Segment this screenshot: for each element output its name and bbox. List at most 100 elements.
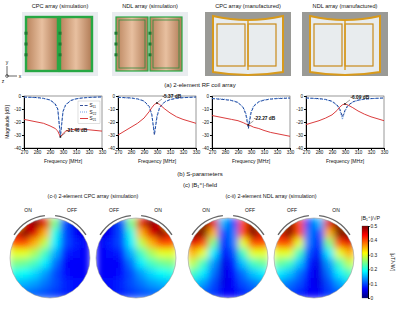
field-cell bbox=[80, 218, 90, 228]
colorbar-tick: 0.4 bbox=[368, 238, 378, 243]
field-cell bbox=[20, 238, 30, 248]
coil-state-label: OFF bbox=[245, 207, 255, 213]
y-tick: -10 bbox=[108, 107, 118, 112]
field-cell bbox=[70, 248, 80, 258]
coil-conductor bbox=[345, 24, 373, 66]
panel-background bbox=[22, 12, 98, 76]
field-cell bbox=[70, 288, 80, 298]
field-cell bbox=[208, 248, 218, 258]
field-cell bbox=[208, 238, 218, 248]
x-tick-label: 330 bbox=[193, 150, 201, 155]
x-tick: 290 bbox=[329, 148, 337, 155]
field-cell bbox=[248, 228, 258, 238]
field-cell bbox=[166, 238, 176, 248]
plot-frame bbox=[118, 96, 196, 148]
field-cell bbox=[126, 228, 136, 238]
field-cell bbox=[30, 248, 40, 258]
field-cell bbox=[334, 258, 344, 268]
x-tick: 320 bbox=[180, 148, 188, 155]
x-axis: 270280290300310320330 bbox=[21, 148, 107, 155]
x-tick: 270 bbox=[21, 148, 29, 155]
y-tick: 0 bbox=[112, 94, 118, 99]
y-tick-label: -20 bbox=[108, 120, 115, 125]
field-cell bbox=[70, 278, 80, 288]
field-cell bbox=[50, 218, 60, 228]
colorbar-tick: 0 bbox=[368, 296, 374, 301]
field-cell bbox=[208, 228, 218, 238]
y-tick-label: -20 bbox=[14, 120, 21, 125]
y-tick-label: -40 bbox=[14, 146, 21, 151]
field-cell bbox=[136, 268, 146, 278]
coil-state-label: ON bbox=[24, 207, 32, 213]
legend-label: S₂₂ bbox=[90, 110, 97, 115]
y-tick-mark bbox=[304, 109, 306, 110]
field-cell bbox=[304, 238, 314, 248]
field-cell bbox=[166, 278, 176, 288]
field-cell bbox=[344, 238, 354, 248]
field-cell bbox=[198, 238, 208, 248]
y-axis: -40 -30 -20 -10 0 bbox=[108, 94, 118, 151]
y-tick-mark bbox=[22, 122, 24, 123]
field-cell bbox=[344, 278, 354, 288]
field-cell bbox=[314, 248, 324, 258]
y-tick-mark bbox=[304, 122, 306, 123]
field-cell bbox=[146, 258, 156, 268]
y-tick: -40 bbox=[108, 146, 118, 151]
plot-lines bbox=[118, 97, 196, 135]
field-cell bbox=[40, 278, 50, 288]
field-map-cells bbox=[188, 218, 268, 298]
field-cell bbox=[258, 278, 268, 288]
field-cell bbox=[146, 278, 156, 288]
field-cell bbox=[198, 248, 208, 258]
field-cell bbox=[156, 248, 166, 258]
field-cell bbox=[50, 278, 60, 288]
annotation-point bbox=[248, 124, 250, 126]
y-tick: -20 bbox=[14, 120, 24, 125]
field-cell bbox=[238, 228, 248, 238]
legend-swatch bbox=[80, 112, 88, 113]
field-cell bbox=[324, 278, 334, 288]
s-parameter-line bbox=[306, 104, 384, 125]
field-cell bbox=[60, 258, 70, 268]
field-cell bbox=[218, 278, 228, 288]
y-tick-mark bbox=[304, 96, 306, 97]
capacitor bbox=[115, 53, 118, 56]
colorbar-tick: 0.3 bbox=[368, 253, 378, 258]
field-cell bbox=[324, 258, 334, 268]
field-cell bbox=[284, 278, 294, 288]
colorbar-tick: 0.1 bbox=[368, 282, 378, 287]
field-cell bbox=[258, 218, 268, 228]
field-cell bbox=[344, 218, 354, 228]
field-map-cell-group bbox=[188, 218, 268, 298]
y-tick-mark bbox=[22, 96, 24, 97]
field-cell bbox=[30, 258, 40, 268]
legend-box bbox=[78, 101, 100, 124]
field-cell bbox=[228, 258, 238, 268]
annotation-arrow bbox=[249, 121, 253, 124]
field-cell bbox=[314, 258, 324, 268]
y-tick-mark bbox=[116, 109, 118, 110]
capacitor bbox=[25, 43, 28, 46]
field-cell bbox=[238, 258, 248, 268]
field-map-cell-group bbox=[96, 218, 176, 298]
x-tick: 290 bbox=[235, 148, 243, 155]
x-tick: 320 bbox=[86, 148, 94, 155]
y-tick-label: -40 bbox=[296, 146, 303, 151]
x-tick-label: 300 bbox=[60, 150, 68, 155]
field-cell bbox=[116, 278, 126, 288]
s-parameter-line bbox=[212, 98, 290, 128]
field-cell bbox=[284, 258, 294, 268]
field-cell bbox=[146, 248, 156, 258]
field-cell bbox=[274, 288, 284, 298]
y-tick-label: -30 bbox=[108, 133, 115, 138]
field-map: OFFON bbox=[96, 207, 176, 298]
y-axis: -40-30-20-100 bbox=[202, 94, 212, 151]
legend-label: S₁₁ bbox=[90, 103, 97, 108]
field-cell bbox=[156, 268, 166, 278]
field-cell bbox=[304, 218, 314, 228]
field-cell bbox=[334, 248, 344, 258]
colorbar-tick-label: 0.4 bbox=[371, 238, 378, 243]
colorbar-tick: 0.5 bbox=[368, 224, 378, 229]
annotation-arrow bbox=[61, 133, 65, 136]
field-cell bbox=[208, 268, 218, 278]
